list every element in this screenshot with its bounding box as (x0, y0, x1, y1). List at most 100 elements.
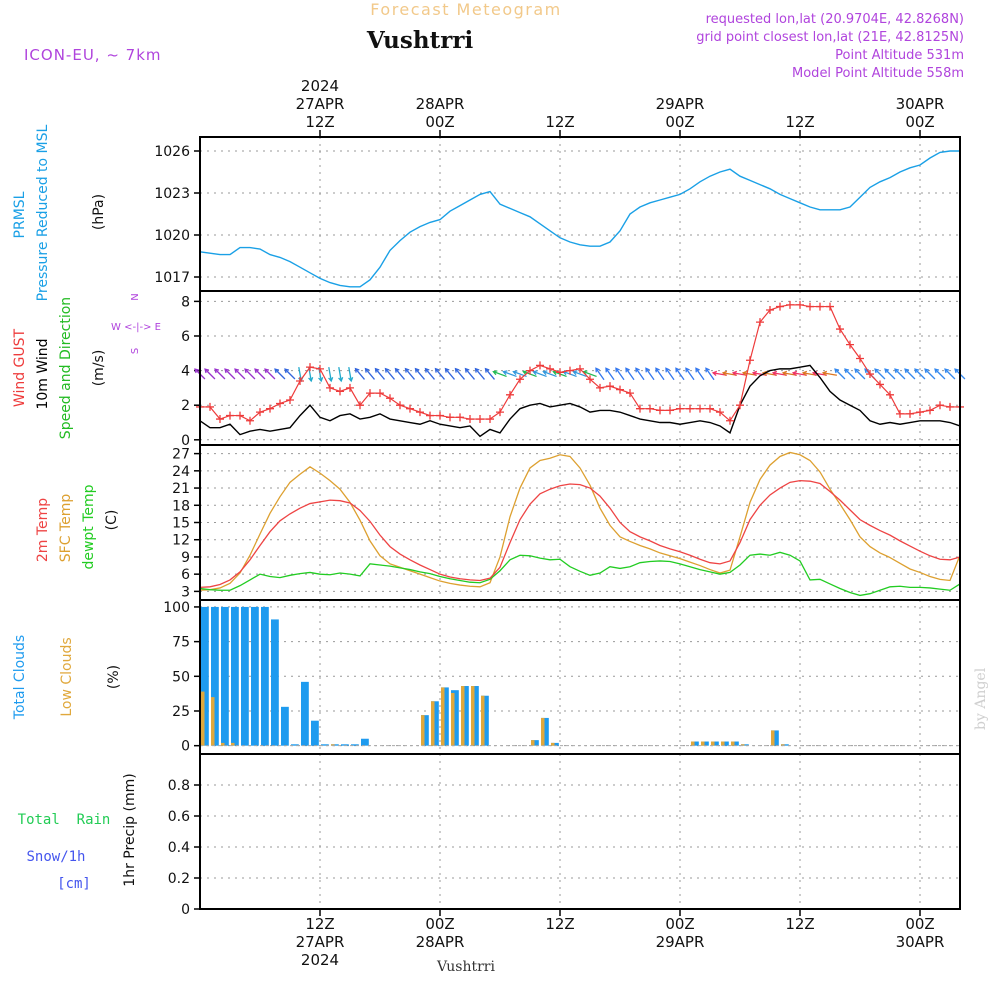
wind-direction-arrow (605, 367, 615, 381)
wind-direction-arrow (493, 371, 507, 378)
total-cloud-bar (261, 606, 269, 746)
wind-direction-arrow (615, 367, 625, 381)
top-time-label: 28APR (416, 95, 465, 113)
wind-gust-point (526, 366, 534, 375)
wind-direction-arrow (934, 368, 946, 380)
temp-side-labels: 2m Temp SFC Temp dewpt Temp (C) (35, 484, 120, 569)
total-cloud-bar (771, 730, 779, 746)
y-tick-label: 1023 (154, 186, 190, 202)
wind-gust-point (356, 401, 364, 410)
wind-gust-point (216, 415, 224, 424)
chart-title: Forecast Meteogram (370, 0, 561, 19)
wind-direction-arrow (635, 367, 645, 381)
grid-point-coords: grid point closest lon,lat (21E, 42.8125… (696, 30, 964, 45)
y-tick-label: 0.6 (168, 809, 190, 825)
low-cloud-bar (531, 740, 535, 746)
wind-direction-arrow (874, 368, 886, 380)
wind-gust-point (206, 402, 214, 411)
wind-direction-arrowhead (434, 367, 440, 373)
wind-direction-arrow (625, 367, 635, 381)
y-tick-label: 25 (172, 704, 190, 720)
wind-direction-arrowhead (741, 370, 748, 376)
wind-direction-arrow (308, 367, 312, 382)
panel-precip: 0 0.2 0.4 0.6 0.8 (168, 753, 961, 918)
wind-direction-arrowhead (394, 367, 400, 373)
wind-gust-point (566, 366, 574, 375)
total-cloud-bar (221, 606, 229, 746)
total-cloud-bar (551, 742, 559, 746)
wind-gust-point (306, 363, 314, 372)
wind-direction-arrowhead (924, 368, 930, 374)
top-time-label: 00Z (425, 113, 454, 131)
y-tick-label: 8 (181, 294, 190, 310)
wind-direction-arrow (705, 367, 715, 381)
wind-gust-point (846, 340, 854, 349)
panels: 1017102010231026024683691215182124270255… (154, 136, 966, 918)
wind-direction-arrowhead (354, 367, 360, 373)
sfc-temp-line (199, 451, 961, 591)
wind-gust-point (426, 411, 434, 420)
wind-direction-arrowhead (474, 367, 480, 373)
total-cloud-bar (481, 695, 489, 746)
wind-direction-arrowhead (414, 367, 420, 373)
wind-gust-point (796, 300, 804, 309)
wind-direction-arrow (348, 367, 352, 382)
wind-gust-point (286, 396, 294, 405)
total-cloud-bar (711, 741, 719, 746)
y-tick-label: 0.2 (168, 871, 190, 887)
total-cloud-bar (291, 744, 299, 746)
y-tick-label: 50 (172, 669, 190, 685)
wind-direction-arrow (455, 368, 465, 380)
total-cloud-bar (781, 744, 789, 746)
low-cloud-bar (721, 741, 725, 746)
wind-direction-arrow (583, 371, 597, 378)
top-time-label: 30APR (896, 95, 945, 113)
wind-direction-arrowhead (721, 370, 728, 376)
wind-direction-arrowhead (934, 368, 940, 374)
wind-gust-point (646, 404, 654, 413)
y-tick-label: 6 (181, 567, 190, 583)
wind-direction-arrowhead (894, 368, 900, 374)
panel-clouds: 0 25 50 75 100 (163, 599, 961, 755)
wind-gust-point (546, 364, 554, 373)
bottom-time-label: 12Z (785, 915, 814, 933)
wind-direction-arrowhead (685, 367, 690, 373)
wind-gust-point (296, 376, 304, 385)
total-cloud-bar (361, 738, 369, 746)
low-cloud-bar (741, 744, 745, 746)
wind-gust-point (806, 302, 814, 311)
wind-direction-arrow (425, 368, 435, 380)
wind-direction-arrow (465, 368, 475, 380)
wind-direction-arrowhead (655, 367, 660, 373)
total-cloud-bar (341, 744, 349, 746)
wind-gust-point (576, 364, 584, 373)
wind-gust-point (236, 411, 244, 420)
low-clouds-label: Low Clouds (59, 637, 75, 716)
wind-direction-arrowhead (492, 370, 498, 376)
wind-direction-arrow (904, 368, 916, 380)
snow-unit-label: [cm] (57, 876, 91, 892)
wind-gust-point (676, 404, 684, 413)
total-cloud-bar (531, 740, 539, 746)
total-rain-label: Total Rain (18, 812, 111, 828)
low-cloud-bar (451, 692, 455, 746)
precip-unit: 1hr Precip (mm) (122, 773, 138, 886)
top-time-label: 29APR (656, 95, 705, 113)
wind-direction-arrow (298, 367, 302, 382)
snow-label: Snow/1h (26, 849, 85, 865)
wind-gust-point (826, 302, 834, 311)
low-cloud-bar (711, 741, 715, 746)
y-tick-label: 0.8 (168, 778, 190, 794)
wind-gust-point (876, 380, 884, 389)
wind-gust-label: Wind GUST (12, 328, 28, 407)
low-cloud-bar (551, 742, 555, 746)
wind-direction-arrow (573, 371, 587, 378)
footer-location: Vushtrri (436, 959, 495, 975)
low-cloud-bar (481, 695, 485, 746)
y-tick-label: 27 (172, 447, 190, 463)
low-cloud-bar (691, 741, 695, 746)
wind-gust-point (376, 389, 384, 398)
wind-direction-arrow (665, 367, 675, 381)
wind-direction-arrowhead (645, 367, 650, 373)
dewpt-label: dewpt Temp (81, 484, 97, 569)
